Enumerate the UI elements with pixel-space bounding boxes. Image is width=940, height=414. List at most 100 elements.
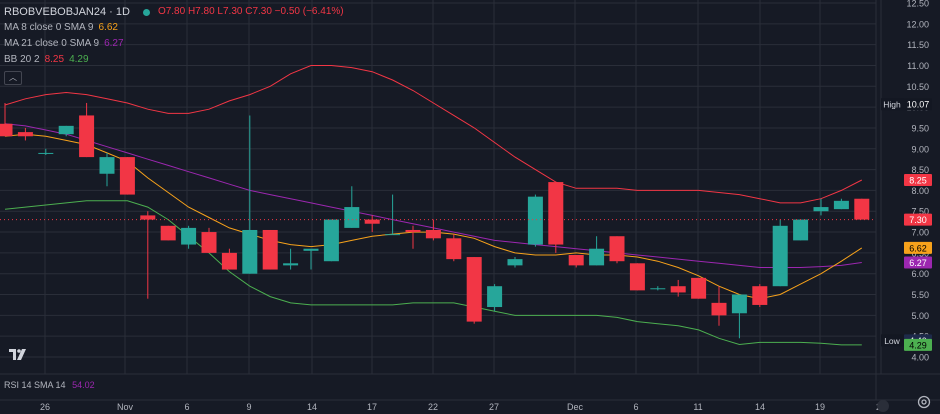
x-tick-label: 6 [633,402,638,412]
legend-symbol-row: RBOBVEBOBJAN24 · 1D O7.80 H7.80 L7.30 C7… [4,4,344,20]
candle-up[interactable] [833,200,849,210]
price-tag-bg [904,98,932,111]
y-tick-label: 8.00 [911,186,929,196]
tradingview-logo-icon[interactable] [8,345,30,363]
legend-ma8-row[interactable]: MA 8 close 0 SMA 9 6.62 [4,20,344,36]
candle-up[interactable] [772,225,788,287]
y-tick-label: 9.50 [911,123,929,133]
collapse-legend-icon[interactable]: ︿ [4,71,22,85]
price-tag-bg [904,174,932,186]
legend-bb-row[interactable]: BB 20 2 8.25 4.29 [4,52,344,68]
candle-up[interactable] [283,263,299,266]
candle-down[interactable] [466,257,482,322]
candle-down[interactable] [364,219,380,224]
candle-up[interactable] [38,152,54,154]
ohlc-values: O7.80 H7.80 L7.30 C7.30 −0.50 (−6.41%) [157,6,344,17]
candle-down[interactable] [119,157,135,195]
x-tick-label: 19 [815,402,825,412]
x-tick-label: 27 [489,402,499,412]
candle-down[interactable] [140,215,156,220]
candle-up[interactable] [507,259,523,266]
y-tick-label: 10.50 [906,82,929,92]
x-tick-label: 11 [693,402,702,412]
y-tick-label: 5.50 [911,290,929,300]
candle-up[interactable] [527,196,543,245]
bb-label: BB 20 2 [4,54,40,65]
rsi-value: 54.02 [72,380,95,390]
y-tick-label: 5.00 [911,311,929,321]
candle-down[interactable] [548,182,564,245]
price-tag-bg [904,213,932,226]
candle-down[interactable] [568,254,584,266]
chart-legend: RBOBVEBOBJAN24 · 1D O7.80 H7.80 L7.30 C7… [4,4,344,85]
x-tick-label: 22 [428,402,438,412]
x-tick-label: 14 [755,402,765,412]
candle-up[interactable] [813,207,829,212]
candle-up[interactable] [650,288,666,290]
candle-up[interactable] [323,219,339,262]
price-tag-bg [904,241,932,254]
ma8-label: MA 8 close 0 SMA 9 [4,22,94,33]
x-tick-label: Dec [567,402,584,412]
y-tick-label: 6.00 [911,269,929,279]
candle-down[interactable] [446,238,462,260]
price-tag-value: 8.25 [909,176,927,186]
y-tick-label: 8.50 [911,165,929,175]
y-tick-label: 9.00 [911,144,929,154]
price-tag-value: 7.30 [909,215,927,225]
candle-up[interactable] [385,234,401,236]
price-tag-label-bg [881,334,904,347]
y-tick-label: 4.00 [911,353,929,363]
x-tick-label: Nov [117,402,134,412]
y-tick-label: 11.50 [907,40,929,50]
price-tag-bg [904,338,932,351]
symbol-title[interactable]: RBOBVEBOBJAN24 · 1D [4,6,130,18]
candle-down[interactable] [262,229,278,270]
candle-down[interactable] [405,229,421,233]
candle-down[interactable] [629,263,645,291]
candle-down[interactable] [221,252,237,270]
candle-up[interactable] [731,294,747,314]
candle-up[interactable] [793,219,809,241]
candle-down[interactable] [711,302,727,316]
rsi-legend[interactable]: RSI 14 SMA 14 54.02 [4,380,95,390]
candle-up[interactable] [344,207,360,228]
candle-down[interactable] [0,123,13,137]
candle-down[interactable] [425,229,441,239]
legend-ma21-row[interactable]: MA 21 close 0 SMA 9 6.27 [4,36,344,52]
candle-up[interactable] [99,157,115,174]
candle-down[interactable] [691,277,707,299]
price-tag-label: High [883,100,901,110]
bb-upper-line [4,65,863,204]
candle-down[interactable] [201,232,217,253]
candle-down[interactable] [752,286,768,305]
price-tag-value: 4.29 [909,340,927,350]
candle-down[interactable] [854,198,870,220]
y-tick-label: 7.00 [911,228,929,238]
candle-down[interactable] [160,225,176,241]
x-tick-label: 9 [246,402,251,412]
candle-down[interactable] [670,286,686,293]
candle-up[interactable] [303,248,319,251]
candle-down[interactable] [79,115,95,158]
candle-up[interactable] [181,227,197,245]
candle-up[interactable] [58,125,74,135]
settings-gear-icon[interactable] [916,394,932,410]
price-tag-bg [904,256,932,269]
candle-down[interactable] [609,236,625,262]
candle-down[interactable] [17,132,33,137]
candle-up[interactable] [487,286,503,308]
y-tick-label: 7.50 [911,207,929,217]
candle-up[interactable] [589,248,605,266]
price-tag-label: Low [884,336,900,346]
y-tick-label: 11.00 [907,61,929,71]
scroll-to-realtime-icon[interactable] [877,400,889,412]
candle-up[interactable] [242,229,258,274]
x-tick-label: 6 [184,402,189,412]
price-tag-value: 6.27 [909,258,927,268]
x-tick-label: 17 [367,402,377,412]
ma8-value: 6.62 [98,22,118,33]
ma21-value: 6.27 [104,38,124,49]
